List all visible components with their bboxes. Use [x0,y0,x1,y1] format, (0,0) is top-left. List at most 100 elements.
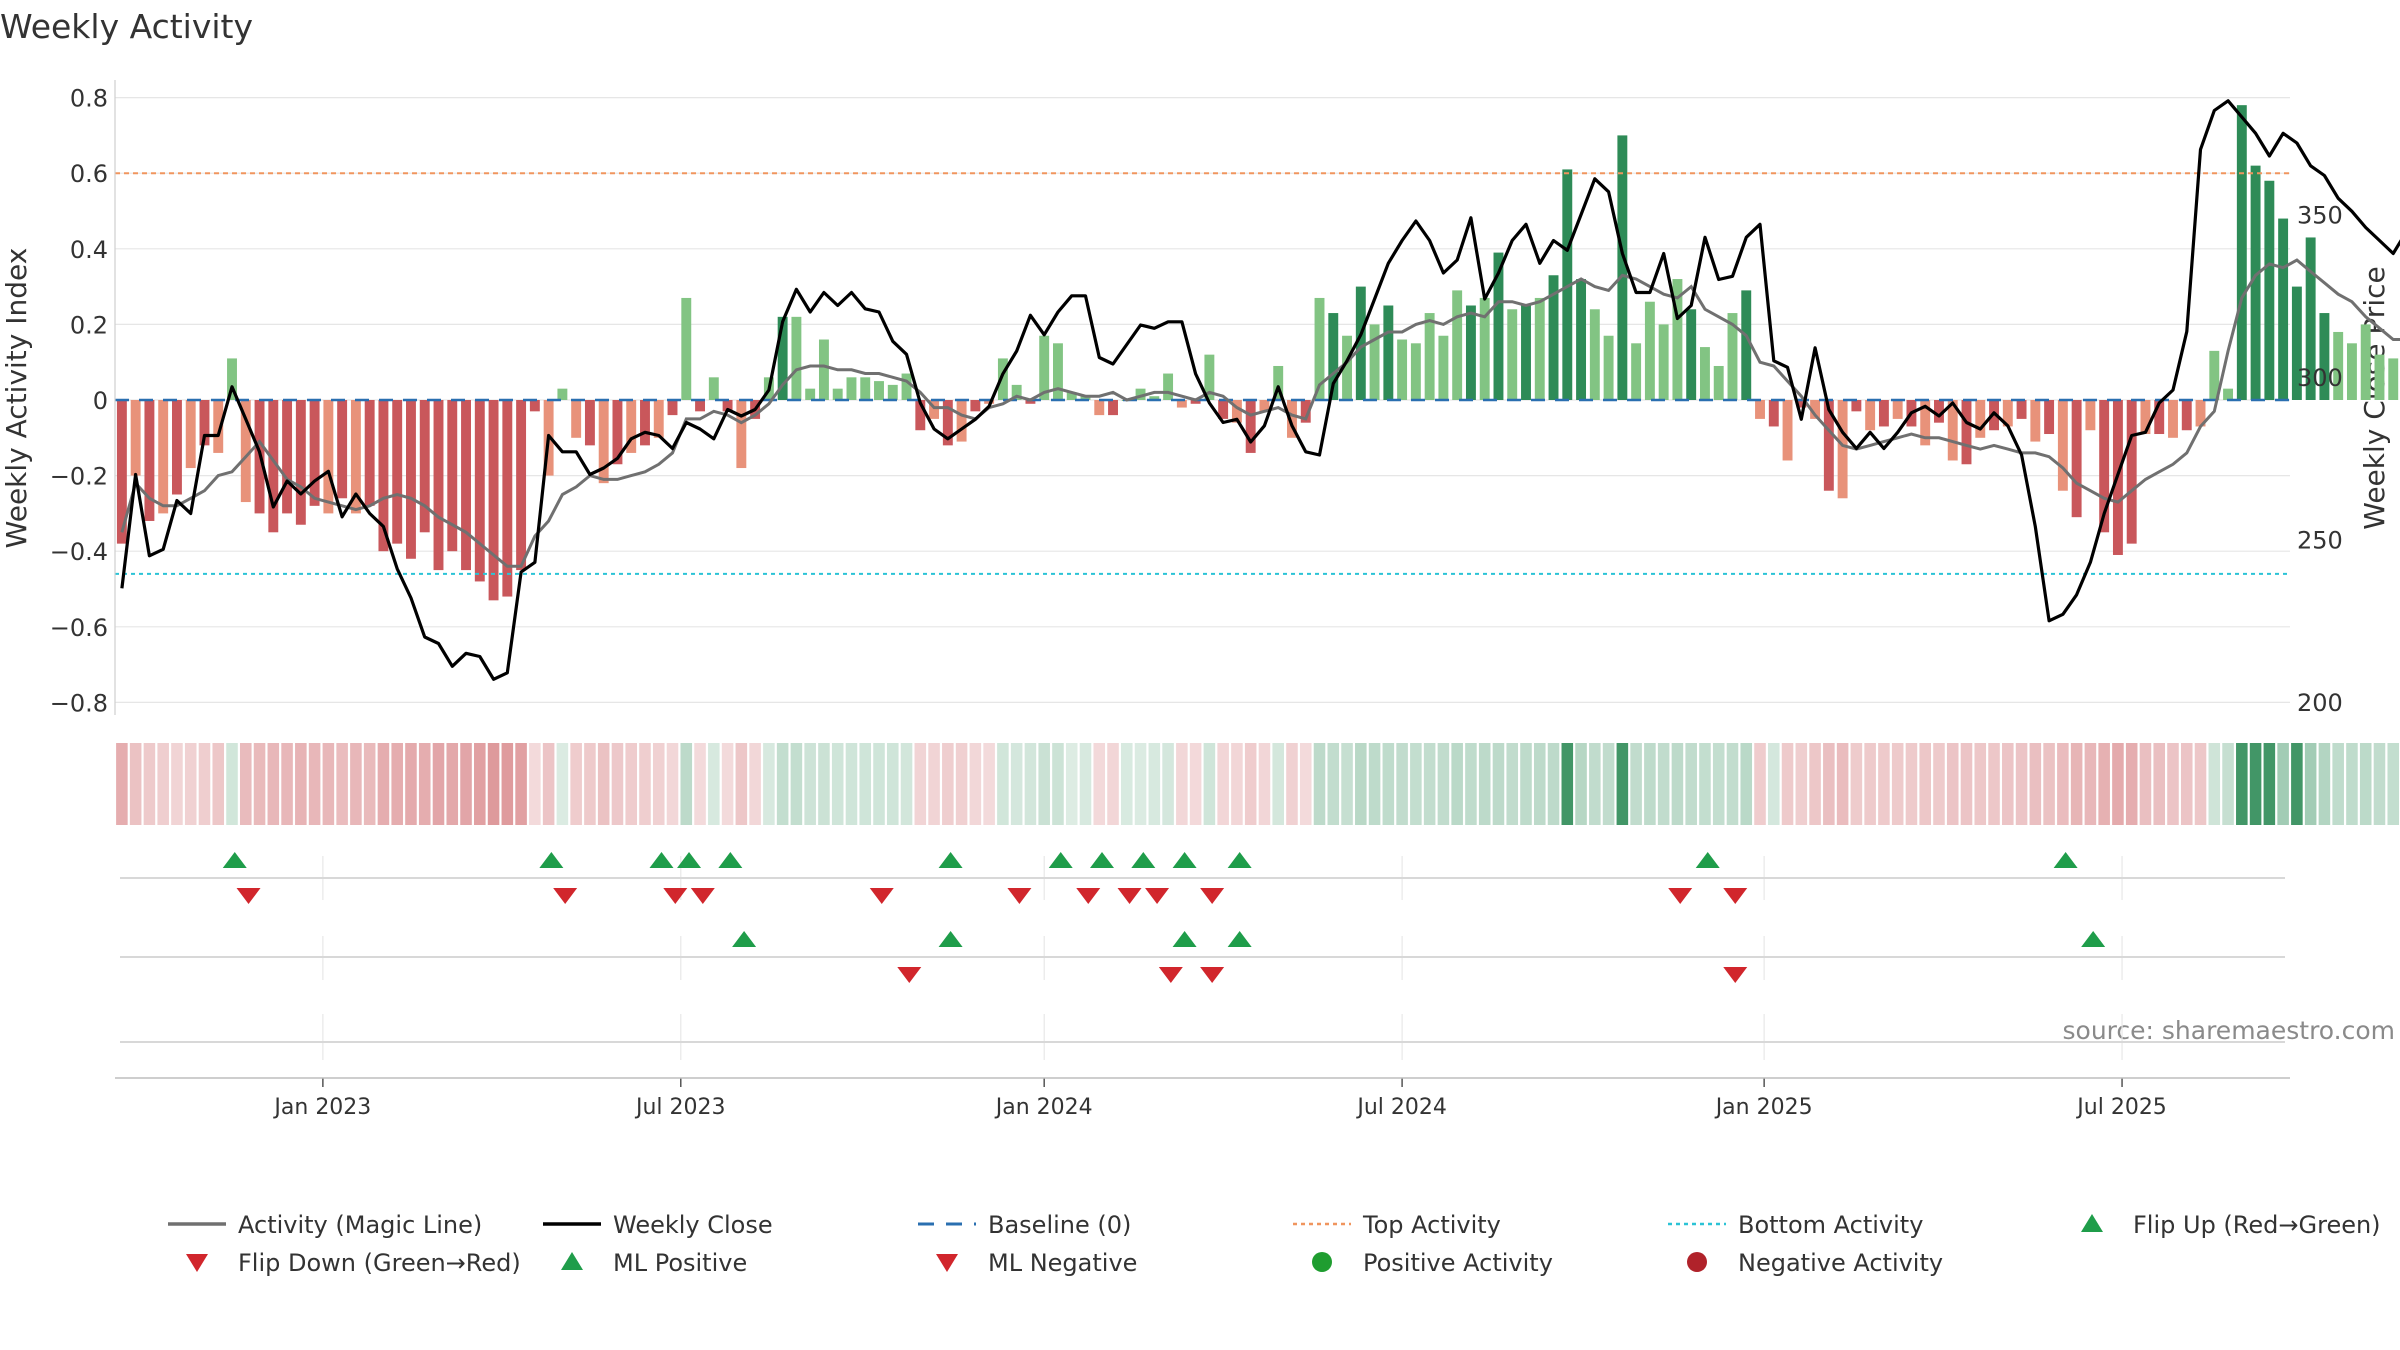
activity-stripe [1244,743,1257,825]
activity-stripe [2070,743,2083,825]
activity-stripe [542,743,555,825]
activity-stripe [2236,743,2248,825]
y2-tick-label: 350 [2297,202,2343,230]
activity-stripe [2263,743,2276,825]
activity-stripe [295,743,307,825]
activity-bar [1837,400,1848,499]
activity-bar [1383,305,1394,400]
activity-bar [240,400,251,503]
activity-stripe [1368,743,1381,825]
x-tick-label: Jul 2025 [2075,1095,2167,1120]
activity-bar [2099,400,2110,533]
activity-stripe [2139,743,2152,825]
ml-positive-marker [2081,931,2106,947]
activity-bar [860,377,871,400]
activity-bar [1163,373,1174,400]
activity-stripe [1065,743,1078,825]
activity-stripe [625,743,637,825]
grid-layer [115,96,2290,1060]
activity-bar [1878,400,1889,427]
activity-stripe [2029,743,2042,825]
y2-tick-label: 250 [2297,527,2343,555]
activity-stripe [1437,743,1450,825]
activity-bar [1135,388,1146,400]
legend-swatch [936,1254,958,1272]
activity-bar [474,400,485,582]
activity-stripe [1891,743,1904,825]
activity-bar [433,400,444,571]
activity-bars [116,105,2399,601]
activity-bar [295,400,306,525]
activity-bar [2346,343,2357,400]
activity-bar [2140,400,2151,435]
activity-bar [970,400,981,412]
activity-bar [2250,165,2261,400]
activity-bar [199,400,210,446]
activity-bar [915,400,926,431]
activity-bar [1149,396,1160,400]
activity-bar [1273,365,1284,400]
activity-bar [901,373,912,400]
activity-stripe [1355,743,1367,825]
activity-stripe [2112,743,2124,825]
activity-stripe [1905,743,1918,825]
activity-bar [2057,400,2068,491]
activity-stripe [804,743,816,825]
activity-bar [2016,400,2027,419]
legend-label: Baseline (0) [988,1211,1131,1239]
legend-label: Flip Down (Green→Red) [238,1249,521,1277]
activity-stripe [2373,743,2386,825]
activity-stripe [1010,743,1023,825]
activity-bar [1823,400,1834,491]
activity-bar [695,400,706,412]
activity-bar [2071,400,2082,518]
activity-stripe [1644,743,1656,825]
y2-tick-label: 200 [2297,689,2343,717]
activity-bar [1438,335,1449,400]
activity-bar [213,400,224,453]
activity-bar [818,339,829,400]
legend-label: Top Activity [1362,1211,1501,1239]
activity-bar [736,400,747,469]
activity-stripe [900,743,913,825]
flip-down-marker [663,888,688,904]
activity-stripe [1451,743,1463,825]
activity-bar [529,400,540,412]
activity-stripe [1616,743,1629,825]
activity-bar [2333,331,2344,400]
activity-bar [708,377,719,400]
activity-bar [1080,396,1091,400]
activity-bar [185,400,196,469]
y-tick-label: −0.6 [50,614,108,642]
activity-stripe [942,743,954,825]
activity-stripe [845,743,858,825]
legend-label: Activity (Magic Line) [238,1211,482,1239]
activity-stripe [1121,743,1133,825]
activity-bar [1920,400,1931,446]
activity-stripe [1107,743,1119,825]
activity-stripe [1382,743,1395,825]
legend-label: Bottom Activity [1738,1211,1923,1239]
activity-stripe [570,743,582,825]
activity-stripe [1341,743,1353,825]
activity-stripe [363,743,376,825]
activity-bar [323,400,334,514]
activity-stripe [1878,743,1890,825]
activity-stripe [2125,743,2138,825]
activity-bar [516,400,527,571]
activity-bar [929,400,940,419]
activity-stripe [776,743,789,825]
activity-bar [1727,313,1738,400]
activity-stripe [928,743,940,825]
activity-bar [1562,169,1573,400]
legend-label: Negative Activity [1738,1249,1943,1277]
activity-stripe [1561,743,1574,825]
activity-bar [1397,339,1408,400]
activity-stripe [1038,743,1050,825]
activity-bar [2030,400,2041,442]
activity-stripe [2015,743,2028,825]
x-tick-label: Jan 2025 [1714,1095,1813,1120]
activity-bar [1658,324,1669,400]
activity-stripe [1547,743,1560,825]
activity-bar [2223,388,2234,400]
